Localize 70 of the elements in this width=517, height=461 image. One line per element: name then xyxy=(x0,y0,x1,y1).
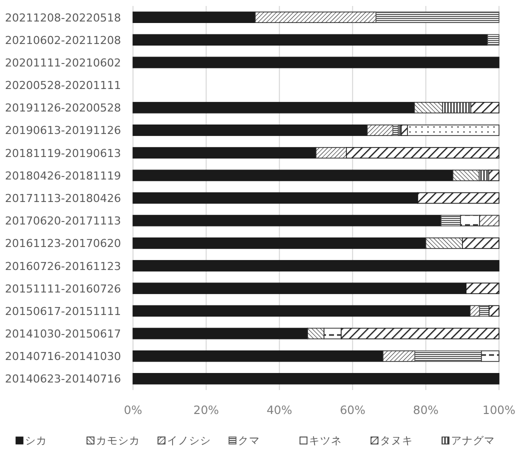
bar xyxy=(132,350,384,362)
legend-label: キツネ xyxy=(309,435,342,447)
x-tick-label: 80% xyxy=(413,403,439,417)
y-tick-label: 20210602-20211208 xyxy=(5,34,121,47)
bar xyxy=(132,305,470,317)
bar xyxy=(132,102,415,114)
y-tick-label: 20170620-20171113 xyxy=(5,214,121,228)
y-tick-label: 20181119-20190613 xyxy=(5,146,121,160)
y-tick-label: 20201111-20210602 xyxy=(5,56,121,70)
bar xyxy=(481,350,500,362)
bar xyxy=(407,124,500,136)
bar xyxy=(488,305,500,317)
legend-label: シカ xyxy=(25,435,47,447)
bar xyxy=(414,350,482,362)
y-tick-label: 20171113-20180426 xyxy=(5,192,121,205)
x-tick-label: 100% xyxy=(482,403,516,417)
bar xyxy=(488,170,500,182)
bar xyxy=(132,170,454,182)
y-tick-label: 20161123-20170620 xyxy=(5,237,121,250)
bar xyxy=(132,34,488,46)
bar xyxy=(425,237,463,249)
y-tick-label: 20150617-20151111 xyxy=(5,304,121,318)
x-tick-label: 40% xyxy=(266,403,292,417)
legend-item: カモシカ xyxy=(86,435,140,447)
x-tick-label: 20% xyxy=(193,403,220,417)
legend-label: カモシカ xyxy=(96,435,140,447)
y-tick-label: 20190613-20191126 xyxy=(5,124,121,138)
y-tick-label: 20160726-20161123 xyxy=(5,260,121,273)
bar xyxy=(132,56,500,68)
legend-label: イノシシ xyxy=(167,435,211,447)
y-tick-label: 20140716-20141030 xyxy=(5,350,121,364)
bar xyxy=(366,124,394,136)
bar xyxy=(440,214,461,226)
legend-item: キツネ xyxy=(300,435,342,447)
legend-label: クマ xyxy=(238,435,260,447)
y-tick-label: 20140623-20140716 xyxy=(5,372,121,386)
bar xyxy=(132,214,442,226)
bar xyxy=(316,147,347,159)
bar xyxy=(376,12,500,23)
legend-label: タヌキ xyxy=(380,435,413,447)
y-tick-label: 20180426-20181119 xyxy=(5,169,121,182)
bar xyxy=(132,373,500,384)
bar xyxy=(382,350,416,362)
bar xyxy=(254,12,376,23)
bar xyxy=(462,237,500,249)
legend-item: シカ xyxy=(16,435,47,447)
bar xyxy=(340,328,500,340)
legend-label: アナグマ xyxy=(451,435,495,447)
bar xyxy=(346,147,500,159)
bar xyxy=(132,237,426,249)
legend-item: タヌキ xyxy=(370,435,413,447)
bar xyxy=(132,124,368,136)
bar xyxy=(470,305,480,317)
x-tick-label: 0% xyxy=(124,403,142,417)
bar xyxy=(487,34,500,46)
bar xyxy=(470,102,500,114)
legend-item: クマ xyxy=(228,435,260,447)
bar xyxy=(132,260,500,272)
x-tick-label: 60% xyxy=(340,403,366,417)
y-tick-label: 20191126-20200528 xyxy=(5,102,121,115)
y-tick-label: 20141030-20150617 xyxy=(5,328,121,341)
y-tick-label: 20211208-20220518 xyxy=(5,11,121,24)
bar xyxy=(132,12,256,23)
y-tick-label: 20151111-20160726 xyxy=(5,282,121,296)
legend-item: イノシシ xyxy=(158,435,211,447)
bar xyxy=(479,305,490,317)
legend-item: アナグマ xyxy=(442,435,495,447)
y-tick-label: 20200528-20201111 xyxy=(5,79,121,92)
bar xyxy=(132,328,308,340)
bar xyxy=(132,147,316,159)
